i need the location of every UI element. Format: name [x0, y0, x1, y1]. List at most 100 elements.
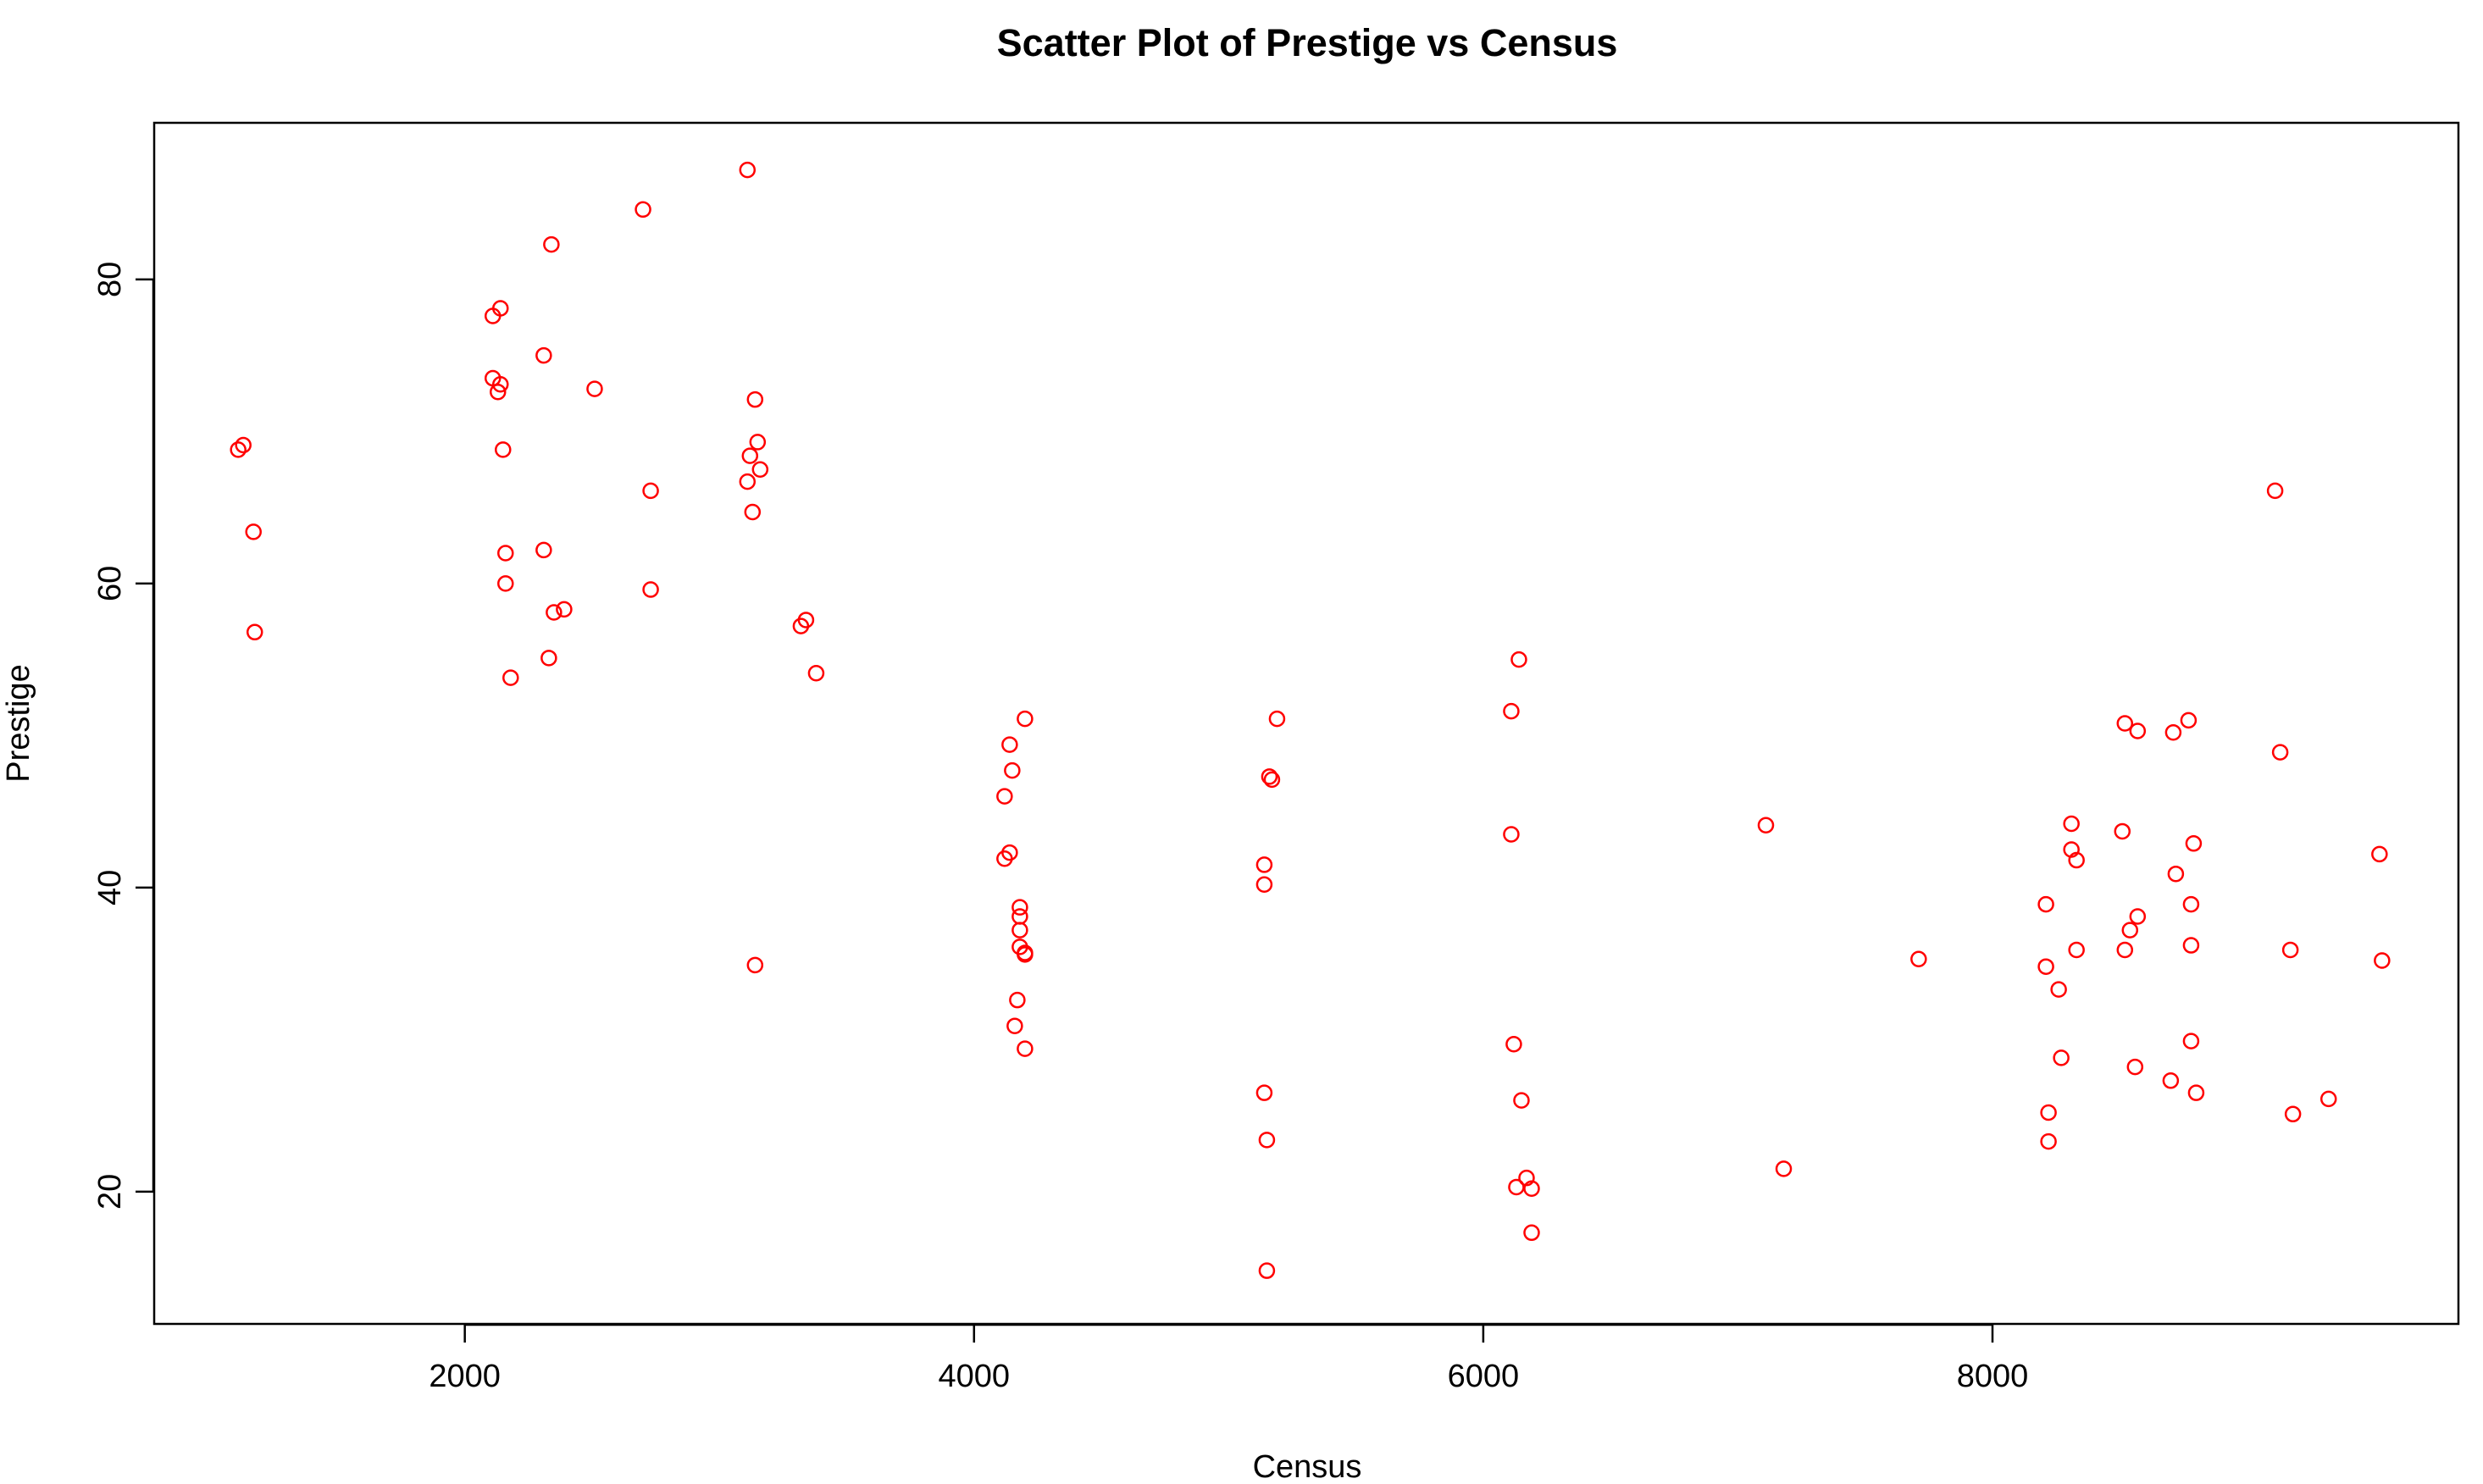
data-point — [1001, 736, 1018, 753]
data-point — [235, 436, 252, 454]
x-axis: 2000 4000 6000 8000 — [429, 1323, 2029, 1394]
data-point — [495, 441, 512, 458]
data-point — [1775, 1160, 1793, 1177]
data-point — [2116, 715, 2134, 732]
x-tick-label: 4000 — [939, 1359, 1011, 1394]
x-tick-label: 8000 — [1957, 1359, 2029, 1394]
y-axis-label: Prestige — [1, 664, 36, 782]
data-point — [2114, 822, 2131, 840]
data-point — [741, 447, 759, 464]
data-point — [2121, 922, 2139, 939]
data-point — [1001, 844, 1018, 861]
data-point — [1518, 1169, 1535, 1187]
data-point — [1505, 1035, 1522, 1053]
data-point — [2167, 865, 2185, 883]
data-point — [497, 545, 514, 562]
y-tick-label: 20 — [92, 1174, 128, 1210]
data-point — [1255, 856, 1273, 873]
data-point — [535, 541, 552, 559]
data-point — [1503, 702, 1520, 720]
data-point — [2182, 895, 2200, 913]
data-point — [2374, 952, 2391, 969]
data-point — [797, 612, 815, 628]
data-point — [749, 434, 767, 451]
data-point — [2037, 895, 2054, 913]
data-point — [2182, 937, 2200, 954]
data-point — [535, 346, 552, 364]
plot-frame — [152, 121, 2460, 1326]
y-tick-label: 40 — [92, 870, 128, 905]
data-point — [497, 575, 514, 592]
data-point — [2162, 1072, 2180, 1089]
data-point — [1004, 761, 1021, 779]
data-point — [543, 235, 560, 253]
data-point — [642, 581, 659, 598]
data-point — [1910, 950, 1927, 967]
data-point — [744, 503, 762, 521]
data-points — [230, 161, 2391, 1279]
data-point — [746, 390, 764, 408]
y-tick-label: 80 — [92, 262, 128, 297]
data-point — [1011, 899, 1028, 916]
data-point — [746, 956, 764, 974]
data-point — [1523, 1224, 1540, 1242]
data-point — [1503, 826, 1520, 843]
data-point — [1508, 1178, 1525, 1196]
data-point — [546, 604, 563, 621]
data-point — [2180, 712, 2198, 729]
data-point — [2371, 845, 2388, 863]
data-point — [739, 161, 757, 179]
data-point — [1258, 1132, 1276, 1149]
data-point — [1523, 1180, 1540, 1198]
data-point — [245, 523, 262, 540]
data-point — [2129, 723, 2147, 739]
data-point — [1255, 1084, 1273, 1101]
data-point — [1258, 1262, 1276, 1279]
data-point — [2164, 724, 2182, 741]
data-point — [2271, 744, 2289, 761]
data-point — [1017, 1040, 1034, 1057]
data-point — [1513, 1092, 1530, 1109]
data-point — [1011, 908, 1028, 925]
data-point — [1263, 771, 1281, 789]
data-point — [586, 380, 603, 397]
data-point — [2063, 815, 2080, 833]
data-point — [1268, 710, 1286, 728]
data-point — [540, 650, 557, 667]
data-point — [1510, 651, 1527, 668]
data-point — [2068, 941, 2085, 959]
data-point — [492, 375, 509, 393]
data-point — [2068, 851, 2085, 869]
data-point — [635, 201, 651, 219]
y-tick-label: 60 — [92, 566, 128, 601]
data-point — [246, 623, 263, 641]
x-tick-label: 6000 — [1448, 1359, 1520, 1394]
x-tick-label: 2000 — [429, 1359, 501, 1394]
data-point — [1757, 817, 1775, 834]
data-point — [2129, 908, 2147, 925]
data-point — [2266, 482, 2284, 500]
data-point — [492, 300, 509, 317]
data-point — [2284, 1105, 2302, 1123]
data-point — [1261, 768, 1278, 785]
data-point — [2319, 1090, 2337, 1108]
data-point — [2053, 1049, 2070, 1066]
data-point — [502, 669, 519, 686]
data-point — [2182, 1033, 2200, 1049]
data-point — [1006, 1017, 1023, 1034]
data-point — [2050, 981, 2067, 998]
data-point — [751, 461, 769, 478]
data-point — [2187, 1084, 2205, 1101]
x-axis-label: Census — [1253, 1449, 1362, 1484]
data-point — [2185, 835, 2203, 852]
chart-title: Scatter Plot of Prestige vs Census — [997, 21, 1618, 64]
data-point — [739, 473, 757, 490]
data-point — [2040, 1132, 2057, 1150]
data-point — [489, 383, 507, 401]
data-point — [2126, 1058, 2144, 1076]
data-point — [1255, 876, 1273, 894]
data-point — [2116, 941, 2134, 959]
y-axis: 20 40 60 80 — [92, 262, 155, 1210]
data-point — [2037, 958, 2054, 975]
